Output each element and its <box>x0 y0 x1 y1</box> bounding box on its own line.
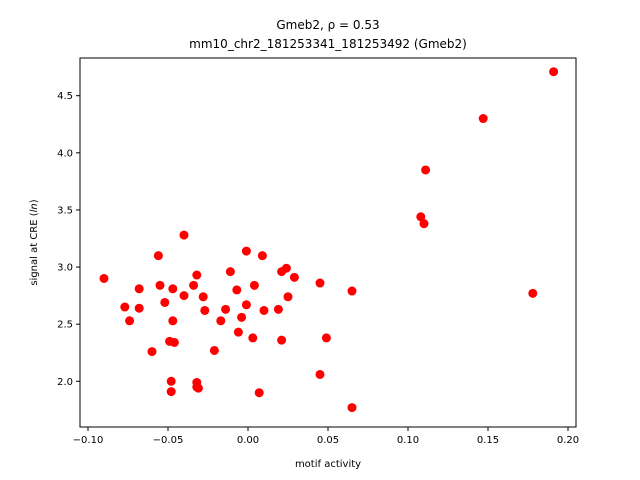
y-axis-label-prefix: signal at CRE ( <box>29 212 40 285</box>
data-point-47 <box>347 286 357 296</box>
data-point-17 <box>189 280 199 290</box>
data-point-3 <box>134 284 144 294</box>
data-point-54 <box>549 67 559 77</box>
x-tick-label: 0.00 <box>237 435 259 446</box>
data-point-4 <box>134 303 144 313</box>
chart-title: Gmeb2, ρ = 0.53 <box>276 18 379 32</box>
data-point-38 <box>273 304 283 314</box>
data-point-45 <box>315 369 325 379</box>
data-point-0 <box>99 273 109 283</box>
data-point-6 <box>153 251 163 261</box>
data-point-5 <box>147 347 157 357</box>
data-point-50 <box>419 219 429 229</box>
data-point-10 <box>166 376 176 386</box>
y-axis-label-italic: ln <box>29 203 40 212</box>
data-point-14 <box>169 337 179 347</box>
data-point-26 <box>221 304 231 314</box>
data-point-11 <box>166 387 176 397</box>
data-point-1 <box>120 302 130 312</box>
data-point-21 <box>193 383 203 393</box>
data-point-35 <box>254 388 264 398</box>
x-axis-label: motif activity <box>295 459 361 470</box>
data-point-46 <box>321 333 331 343</box>
data-point-22 <box>198 292 208 302</box>
data-point-31 <box>241 246 251 256</box>
data-point-27 <box>225 267 235 277</box>
data-point-49 <box>416 212 426 222</box>
data-point-53 <box>528 288 538 298</box>
x-tick-label: 0.20 <box>557 435 579 446</box>
y-tick-label: 3.5 <box>57 205 73 216</box>
x-tick-label: 0.10 <box>397 435 419 446</box>
data-point-42 <box>283 292 293 302</box>
data-point-12 <box>168 284 178 294</box>
data-point-13 <box>168 316 178 326</box>
data-point-16 <box>179 291 189 301</box>
data-point-30 <box>237 312 247 322</box>
data-point-29 <box>233 327 243 337</box>
y-axis-label: signal at CRE (ln) <box>29 199 40 285</box>
data-point-51 <box>421 165 431 175</box>
data-point-40 <box>277 335 287 345</box>
chart-subtitle: mm10_chr2_181253341_181253492 (Gmeb2) <box>189 37 467 51</box>
data-point-2 <box>125 316 135 326</box>
data-point-41 <box>281 263 291 273</box>
y-tick-label: 3.0 <box>57 263 73 274</box>
x-tick-label: −0.05 <box>153 435 184 446</box>
y-tick-label: 4.5 <box>57 91 73 102</box>
y-tick-label: 2.5 <box>57 320 73 331</box>
data-point-28 <box>232 285 242 295</box>
y-tick-label: 2.0 <box>57 377 73 388</box>
x-tick-label: 0.05 <box>317 435 339 446</box>
data-point-33 <box>248 333 258 343</box>
data-points <box>99 67 559 413</box>
x-tick-label: −0.10 <box>73 435 104 446</box>
data-point-36 <box>257 251 267 261</box>
data-point-23 <box>200 305 210 315</box>
x-tick-label: 0.15 <box>477 435 499 446</box>
data-point-43 <box>289 272 299 282</box>
y-axis-label-suffix: ) <box>29 199 40 203</box>
data-point-48 <box>347 403 357 413</box>
data-point-44 <box>315 278 325 288</box>
data-point-25 <box>216 316 226 326</box>
data-point-24 <box>209 345 219 355</box>
data-point-34 <box>249 280 259 290</box>
data-point-8 <box>160 297 170 307</box>
data-point-37 <box>259 305 269 315</box>
y-axis-ticks: 2.0 2.5 3.0 3.5 4.0 4.5 <box>57 91 80 388</box>
y-tick-label: 4.0 <box>57 148 73 159</box>
x-axis-ticks: −0.10 −0.05 0.00 0.05 0.10 0.15 0.20 <box>73 427 579 446</box>
data-point-7 <box>155 280 165 290</box>
data-point-52 <box>478 114 488 124</box>
data-point-32 <box>241 300 251 310</box>
data-point-15 <box>179 230 189 240</box>
data-point-18 <box>192 270 202 280</box>
